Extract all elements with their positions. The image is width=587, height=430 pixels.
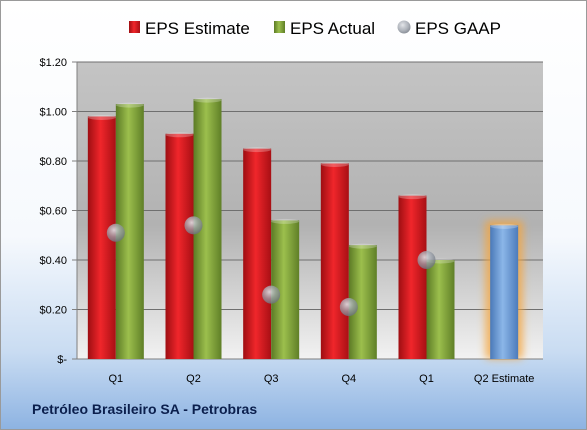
y-tick-label: $1.00 (39, 107, 67, 119)
y-tick-label: $0.20 (39, 305, 67, 317)
bar-estimate (320, 161, 349, 359)
gaap-point (417, 251, 436, 269)
legend-label-gaap: EPS GAAP (415, 19, 501, 38)
y-tick-label: $0.40 (39, 255, 67, 267)
bar-estimate-cap (243, 147, 272, 153)
x-tick-label: Q2 Estimate (474, 373, 535, 385)
bar-actual-cap (193, 97, 222, 103)
legend-swatch-actual (274, 21, 285, 33)
bar-actual (426, 258, 455, 359)
gaap-point (106, 223, 125, 242)
bar-actual-cap (348, 243, 377, 249)
bar-estimate (243, 147, 272, 359)
gaap-point (262, 285, 281, 304)
x-tick-label: Q3 (264, 373, 279, 385)
bar-forward-estimate-body (490, 225, 519, 359)
bar-estimate-cap (87, 114, 116, 120)
x-tick-label: Q2 (186, 373, 201, 385)
x-tick-label: Q1 (108, 373, 123, 385)
x-tick-label: Q4 (341, 373, 356, 385)
gridlines (77, 61, 543, 310)
legend-label-estimate: EPS Estimate (145, 19, 250, 38)
bar-actual-body (426, 260, 455, 359)
gaap-points (106, 216, 436, 317)
bar-actual-cap (115, 102, 144, 108)
x-tick-label: Q1 (419, 373, 434, 385)
bar-estimate (398, 194, 427, 359)
bar-estimate-body (320, 163, 349, 359)
bar-forward-estimate-cap (490, 223, 519, 229)
bar-forward-estimate (490, 223, 519, 359)
bar-estimate-cap (320, 161, 349, 167)
footer-title: Petróleo Brasileiro SA - Petrobras (32, 401, 258, 417)
legend-label-actual: EPS Actual (290, 19, 375, 38)
gaap-point (339, 298, 358, 317)
y-tick-label: $1.20 (39, 57, 67, 69)
x-axis: Q1 Q2 Q3 Q4 Q1 Q2 Estimate (108, 373, 534, 385)
legend: EPS Estimate EPS Actual EPS GAAP (129, 19, 501, 38)
bar-estimate-body (243, 148, 272, 359)
y-tick-label: $- (57, 354, 67, 366)
y-axis: $- $0.20 $0.40 $0.60 $0.80 $1.00 $1.20 (39, 57, 543, 366)
legend-swatch-gaap (397, 20, 411, 34)
bar-estimate-body (165, 133, 194, 359)
y-tick-label: $0.80 (39, 156, 67, 168)
bar-actual-cap (271, 218, 300, 224)
bar-estimate-cap (165, 132, 194, 138)
legend-swatch-estimate (129, 21, 140, 33)
y-tick-label: $0.60 (39, 206, 67, 218)
gaap-point (184, 216, 203, 235)
bar-estimate (165, 132, 194, 359)
bar-estimate-cap (398, 194, 427, 200)
bar-estimate-body (398, 195, 427, 359)
